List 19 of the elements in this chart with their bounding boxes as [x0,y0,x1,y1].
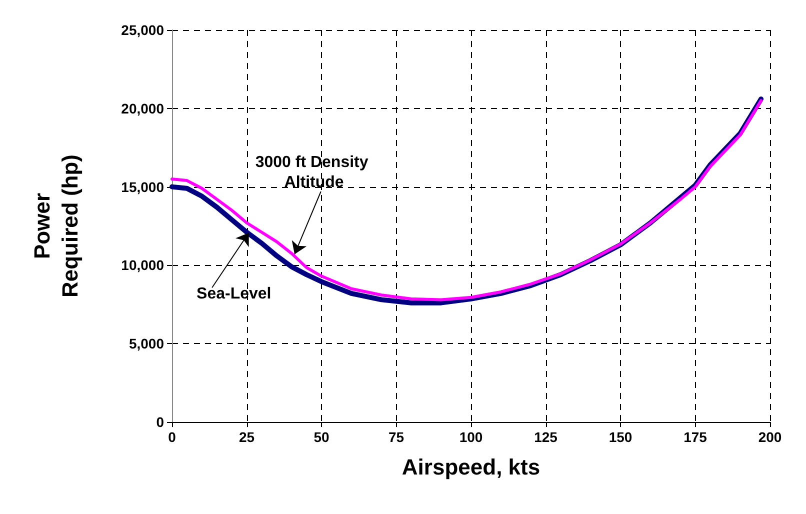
y-tick-label: 20,000 [121,100,164,116]
annotation: Sea-Level [196,285,272,302]
x-tick-label: 125 [534,429,558,445]
y-tick-label: 0 [156,414,164,430]
x-tick-label: 75 [388,429,404,445]
y-axis-title: Power Required (hp) [30,154,82,298]
x-tick-label: 50 [314,429,330,445]
x-tick-label: 150 [608,429,632,445]
x-tick-label: 100 [459,429,483,445]
y-tick-label: 25,000 [121,22,164,38]
x-axis-title: Airspeed, kts [402,454,540,480]
x-tick-label: 25 [238,429,255,445]
y-tick-label: 15,000 [121,178,164,195]
annotation: 3000 ft Density Altitude [255,154,373,192]
x-tick-label: 175 [684,429,708,445]
x-tick-label: 200 [758,429,782,445]
y-tick-label: 10,000 [121,257,164,274]
y-tick-label: 5,000 [128,336,164,352]
x-tick-label: 0 [168,429,176,445]
